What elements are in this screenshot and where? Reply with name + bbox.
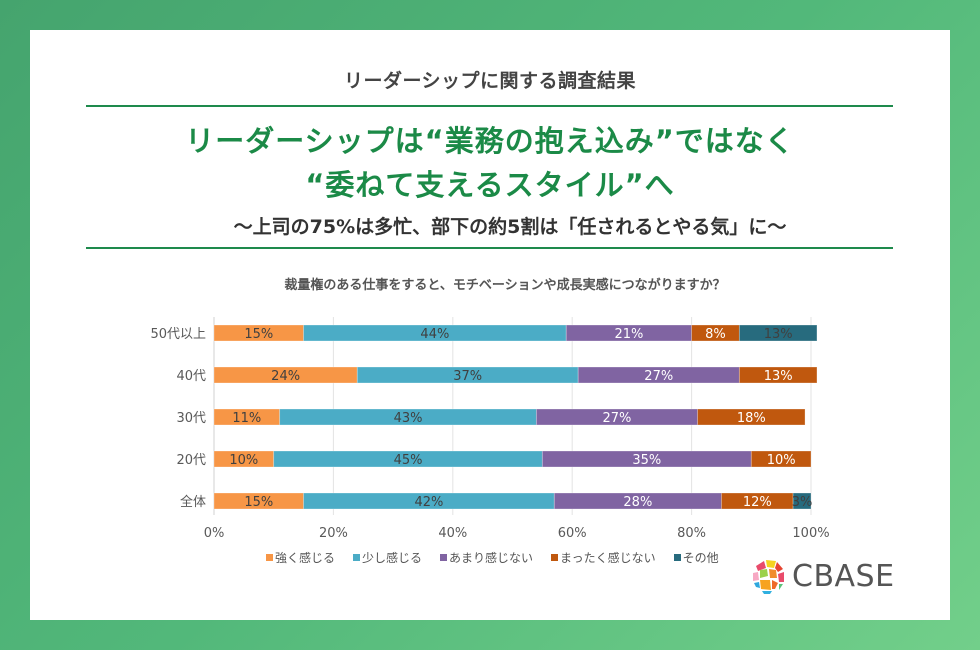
colorful-mosaic-sphere-icon	[750, 558, 786, 594]
data-label: 24%	[271, 369, 300, 384]
legend-label: まったく感じない	[560, 551, 656, 565]
bar-segment	[750, 450, 812, 468]
data-label: 18%	[737, 411, 766, 426]
x-tick-label: 60%	[558, 526, 587, 541]
legend-item: まったく感じない	[551, 549, 656, 566]
bar-segment	[792, 492, 812, 510]
data-label: 10%	[229, 453, 258, 468]
bar-segment	[738, 366, 818, 384]
legend-swatch	[673, 554, 681, 561]
legend-item: あまり感じない	[440, 549, 533, 566]
headline-line-2: “委ねて支えるスタイル”へ	[305, 168, 675, 202]
data-label: 15%	[244, 495, 273, 510]
legend-swatch	[440, 554, 448, 561]
bar-segment	[553, 492, 722, 510]
category-label: 全体	[180, 494, 206, 510]
chart-legend: 強く感じる 少し感じる あまり感じない まったく感じない その他	[266, 549, 719, 566]
data-label: 28%	[623, 495, 652, 510]
data-label: 35%	[632, 453, 661, 468]
data-label: 37%	[453, 369, 482, 384]
x-tick-label: 80%	[677, 526, 706, 541]
x-tick-label: 40%	[438, 526, 467, 541]
report-kicker: リーダーシップに関する調査結果	[343, 70, 637, 92]
legend-label: 強く感じる	[275, 551, 336, 565]
data-label: 8%	[705, 327, 726, 342]
data-label: 43%	[394, 411, 423, 426]
cbase-logo: CBASE	[748, 556, 895, 596]
headline-line-1: リーダーシップは“業務の抱え込み”ではなく	[185, 124, 795, 158]
data-label: 13%	[764, 327, 793, 342]
data-label: 27%	[644, 369, 673, 384]
legend-item: その他	[673, 549, 719, 566]
legend-label: その他	[682, 551, 719, 565]
x-tick-label: 20%	[319, 526, 348, 541]
data-label: 10%	[767, 453, 796, 468]
logo-wordmark: CBASE	[792, 558, 895, 594]
legend-swatch	[353, 554, 361, 561]
data-label: 27%	[603, 411, 632, 426]
data-label: 11%	[232, 411, 261, 426]
category-label: 50代以上	[150, 327, 206, 342]
data-label: 15%	[244, 327, 273, 342]
data-label: 3%	[792, 495, 813, 510]
top-divider	[86, 105, 893, 107]
data-label: 13%	[764, 369, 793, 384]
legend-swatch	[266, 554, 273, 561]
x-tick-label: 100%	[792, 526, 829, 541]
category-label: 40代	[176, 369, 206, 384]
legend-item: 少し感じる	[353, 549, 422, 566]
category-label: 30代	[176, 411, 206, 426]
legend-label: あまり感じない	[449, 551, 534, 565]
subheadline: 〜上司の75%は多忙、部下の約5割は「任されるとやる気」に〜	[233, 216, 787, 238]
bar-segment	[697, 408, 806, 426]
data-label: 21%	[614, 327, 643, 342]
chart-title: 裁量権のある仕事をすると、モチベーションや成長実感につながりますか？	[284, 278, 726, 293]
data-label: 44%	[420, 327, 449, 342]
data-label: 42%	[414, 495, 443, 510]
x-tick-label: 0%	[204, 526, 225, 541]
legend-swatch	[551, 554, 559, 561]
bar-segment	[738, 324, 818, 342]
data-label: 12%	[743, 495, 772, 510]
legend-label: 少し感じる	[362, 551, 423, 565]
legend-item: 強く感じる	[266, 549, 335, 566]
bar-segment	[213, 408, 281, 426]
data-label: 45%	[394, 453, 423, 468]
category-label: 20代	[176, 453, 206, 468]
bottom-divider	[86, 247, 893, 249]
